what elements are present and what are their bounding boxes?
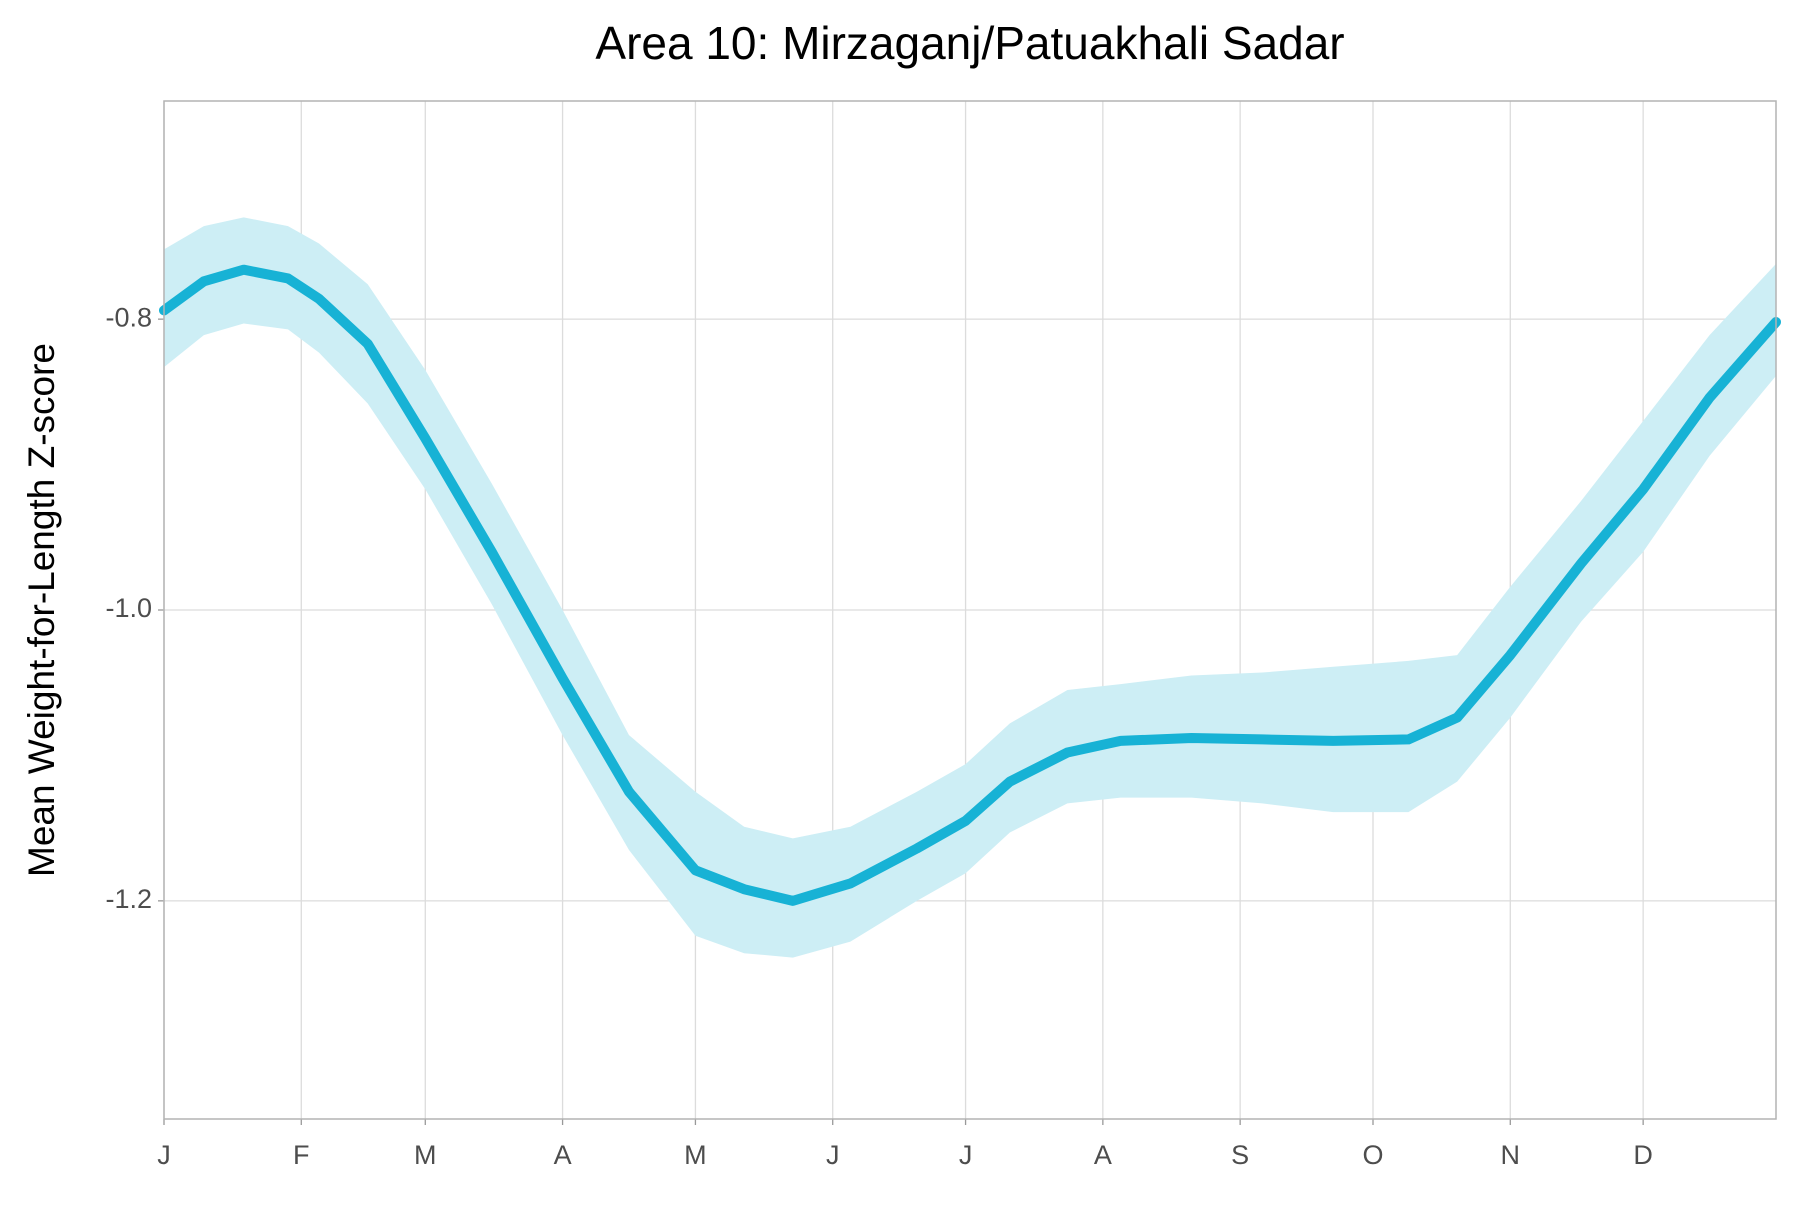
plot-border xyxy=(163,100,1777,1120)
x-tick-label: S xyxy=(1231,1140,1249,1170)
y-tick-label: -1.0 xyxy=(105,593,152,623)
x-tick-label: O xyxy=(1362,1140,1383,1170)
y-tick-label: -0.8 xyxy=(105,302,152,332)
x-tick-label: F xyxy=(293,1140,310,1170)
x-tick-label: J xyxy=(826,1140,840,1170)
line xyxy=(159,264,1781,906)
x-tick-label: J xyxy=(959,1140,973,1170)
x-tick-label: M xyxy=(684,1140,707,1170)
y-axis-label: Mean Weight-for-Length Z-score xyxy=(21,343,62,877)
chart-title: Area 10: Mirzaganj/Patuakhali Sadar xyxy=(595,17,1344,69)
x-tick-label: A xyxy=(554,1140,572,1170)
x-tick-label: D xyxy=(1633,1140,1653,1170)
y-tick-label: -1.2 xyxy=(105,884,152,914)
x-tick-label: N xyxy=(1501,1140,1521,1170)
confidence-band xyxy=(164,217,1776,958)
x-tick-label: A xyxy=(1094,1140,1112,1170)
x-tick-label: M xyxy=(414,1140,437,1170)
x-tick-label: J xyxy=(157,1140,171,1170)
